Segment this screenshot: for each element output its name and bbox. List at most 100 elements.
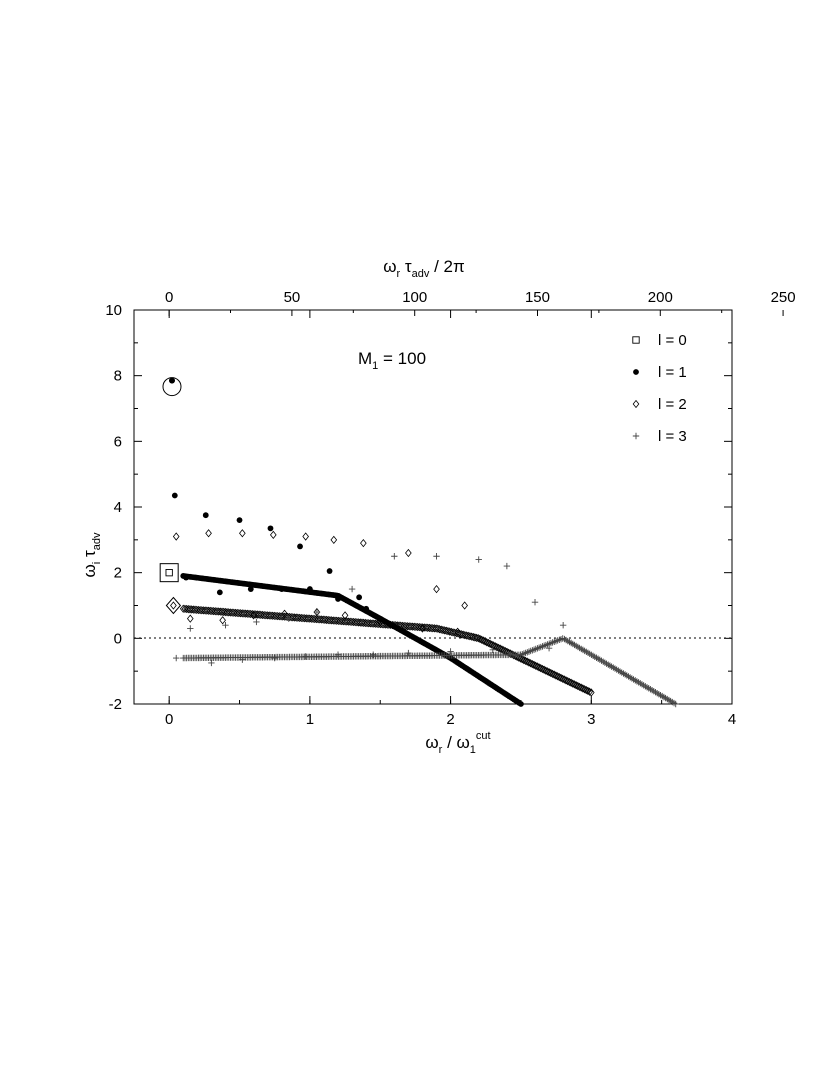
data-point-peak	[267, 525, 274, 532]
tick-marks	[134, 309, 784, 705]
top-axis-title-omega-sub: r	[397, 268, 401, 280]
data-point	[582, 685, 590, 695]
annotation-rest: = 100	[378, 349, 426, 368]
data-point	[525, 658, 533, 667]
data-point	[520, 655, 528, 665]
data-point-peak	[222, 622, 229, 629]
data-point	[537, 664, 545, 673]
top-axis-title-tau-sub: adv	[412, 268, 430, 280]
x-tick-label: 0	[165, 711, 173, 728]
data-point	[569, 679, 577, 688]
y-tick-label: 10	[105, 302, 122, 319]
data-point	[476, 634, 484, 644]
data-point	[535, 663, 543, 672]
data-point-peak	[503, 562, 511, 570]
legend-marker	[633, 369, 639, 375]
top-axis-title-tail: / 2π	[429, 257, 464, 276]
data-point	[579, 684, 587, 693]
data-point	[539, 664, 546, 674]
data-points	[159, 377, 679, 708]
data-point	[586, 687, 593, 696]
data-point-peak	[172, 532, 180, 541]
x-tick-label: 1	[306, 711, 314, 728]
top-x-tick-label: 250	[771, 289, 796, 306]
data-point	[557, 673, 565, 683]
data-point	[587, 688, 595, 697]
series-3	[173, 553, 679, 708]
data-point	[540, 665, 548, 674]
y-axis-title-omega: ω	[80, 564, 99, 577]
top-x-tick-label: 100	[402, 289, 427, 306]
data-point	[545, 668, 553, 677]
data-point	[549, 669, 556, 678]
top-x-tick-label: 50	[284, 289, 301, 306]
data-point-peak	[285, 615, 292, 622]
data-point-peak	[360, 538, 367, 548]
legend-marker	[632, 399, 640, 409]
highlight-ring	[162, 377, 182, 397]
y-tick-label: 0	[114, 630, 122, 647]
data-point	[534, 662, 541, 671]
legend-label: l = 3	[658, 428, 687, 445]
data-point	[544, 667, 551, 676]
data-point	[554, 672, 561, 681]
top-axis-title-tau: τ	[400, 257, 412, 276]
data-point-peak	[461, 601, 468, 610]
data-point	[576, 682, 583, 691]
data-point-peak	[202, 512, 209, 519]
legend-label: l = 1	[658, 364, 687, 381]
y-tick-label: 2	[114, 565, 122, 582]
data-point-peak	[531, 599, 539, 606]
data-point	[581, 685, 588, 694]
highlight-square	[159, 563, 179, 583]
annotation-sub: 1	[372, 360, 378, 372]
x-tick-label: 2	[446, 711, 454, 728]
data-point-peak	[326, 568, 333, 574]
data-point	[495, 643, 502, 653]
data-point-peak	[348, 585, 356, 593]
data-point-peak	[391, 553, 398, 560]
data-point	[566, 677, 573, 687]
data-point-peak	[475, 556, 482, 563]
legend-marker	[632, 336, 640, 344]
data-point	[483, 638, 491, 647]
data-point-trough	[173, 654, 180, 662]
data-point	[490, 641, 497, 650]
data-point	[473, 633, 480, 642]
x-axis-title-sup: cut	[476, 730, 491, 742]
data-point	[562, 676, 570, 685]
data-point	[547, 668, 555, 678]
top-axis-title: ωr τadv / 2π	[383, 257, 465, 280]
x-axis-title: ωr / ω1cut	[425, 730, 490, 756]
series-0	[159, 563, 179, 583]
data-point-peak	[236, 517, 243, 524]
data-point-trough	[216, 589, 223, 596]
data-point-peak	[313, 608, 321, 616]
data-point	[572, 681, 580, 690]
data-point-trough	[208, 659, 215, 667]
y-axis-title-omega-sub: i	[91, 562, 103, 564]
y-tick-label: 4	[114, 499, 122, 516]
data-point	[672, 700, 679, 708]
data-point-peak	[433, 553, 440, 560]
y-tick-label: 6	[114, 433, 122, 450]
data-point	[522, 656, 529, 665]
data-point	[532, 661, 539, 670]
top-x-tick-label: 200	[648, 289, 673, 306]
data-point-peak	[330, 535, 338, 544]
top-x-tick-label: 150	[525, 289, 550, 306]
legend-marker	[632, 432, 640, 440]
data-point	[564, 677, 572, 686]
data-point	[574, 681, 582, 691]
data-point-peak	[205, 529, 212, 538]
data-point	[542, 666, 550, 675]
data-point	[561, 675, 568, 684]
data-point-peak	[269, 530, 277, 540]
top-axis-title-omega: ω	[383, 257, 396, 276]
data-point	[559, 674, 566, 683]
series-1	[162, 377, 524, 707]
data-point-peak	[171, 492, 178, 499]
annotation-main: M	[358, 349, 372, 368]
data-point-peak	[239, 529, 246, 538]
